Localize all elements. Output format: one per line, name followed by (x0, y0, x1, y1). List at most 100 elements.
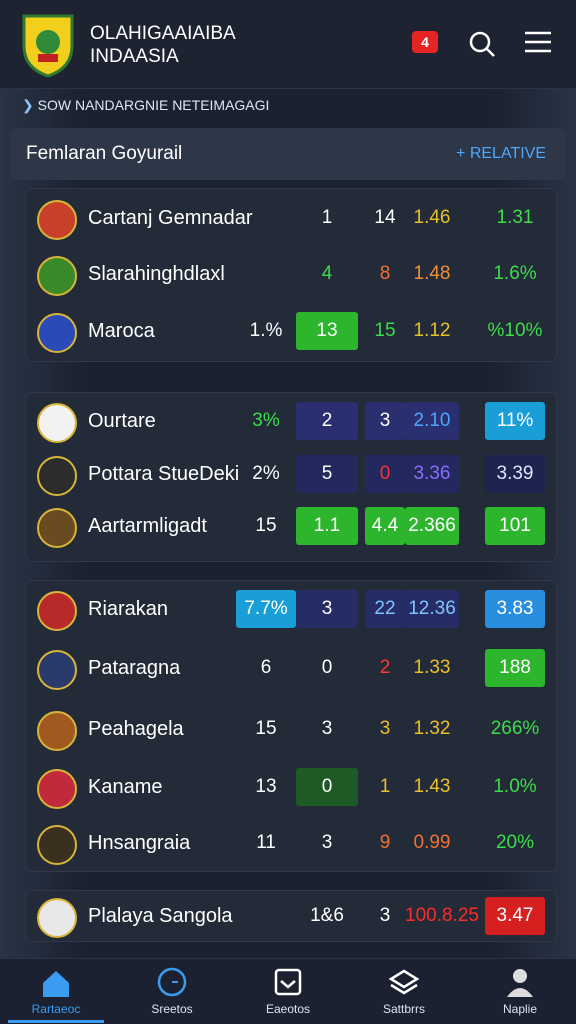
team-logo (37, 313, 77, 353)
stat-cell: 20% (495, 832, 535, 853)
table-group (25, 188, 557, 362)
team-name[interactable]: Maroca (88, 320, 155, 342)
stat-cell: 15 (255, 718, 277, 739)
team-logo (37, 403, 77, 443)
table-group (25, 580, 557, 872)
stat-cell: 8 (379, 263, 391, 284)
stat-cell: 1.0% (493, 776, 537, 797)
title-line: INDAASIA (90, 46, 179, 67)
stat-cell: 9 (379, 832, 391, 853)
team-name[interactable]: Plalaya Sangola (88, 905, 233, 927)
subheader-text: SOW NANDARGNIE NETEIMAGAGI (37, 97, 270, 113)
team-name[interactable]: Pottara StueDeki (88, 463, 240, 485)
team-logo (37, 200, 77, 240)
nav-icon[interactable] (155, 965, 189, 999)
stat-cell: 1&6 (310, 905, 344, 926)
team-name[interactable]: Riarakan (88, 598, 169, 620)
stat-cell: 3 (296, 590, 358, 628)
team-name[interactable]: Hnsangraia (88, 832, 191, 854)
stat-cell: 2% (252, 463, 280, 484)
team-logo (37, 456, 77, 496)
stat-cell: 1.46 (413, 207, 451, 228)
nav-icon[interactable] (387, 965, 421, 999)
stat-cell: 1.6% (493, 263, 537, 284)
team-logo (37, 650, 77, 690)
panel-title: Femlaran Goyurail (26, 143, 183, 164)
stat-cell: %10% (487, 320, 543, 341)
stat-cell: 14 (374, 207, 396, 228)
stat-cell: 266% (490, 718, 540, 739)
stat-cell: 2.10 (405, 402, 459, 440)
stat-cell: 1.31 (496, 207, 534, 228)
nav-label[interactable]: Sreetos (151, 1002, 193, 1016)
stat-cell: 15 (255, 515, 277, 536)
notification-badge[interactable]: 4 (412, 31, 438, 53)
app-title: OLAHIGAAIAIBA INDAASIA (90, 22, 236, 68)
menu-icon[interactable] (524, 30, 552, 56)
subheader: ❯ SOW NANDARGNIE NETEIMAGAGI (22, 97, 270, 113)
stat-cell: 7.7% (236, 590, 296, 628)
team-logo (37, 256, 77, 296)
team-name[interactable]: Peahagela (88, 718, 184, 740)
stat-cell: 0 (296, 768, 358, 806)
stat-cell: 1.43 (413, 776, 451, 797)
nav-active-indicator (8, 1020, 104, 1023)
team-logo (37, 591, 77, 631)
stat-cell: 13 (296, 312, 358, 350)
stat-cell: 0.99 (413, 832, 451, 853)
team-name[interactable]: Kaname (88, 776, 163, 798)
stat-cell: 1.33 (413, 657, 451, 678)
stat-cell: 22 (365, 590, 405, 628)
nav-icon[interactable] (271, 965, 305, 999)
stat-cell: 4.4 (365, 507, 405, 545)
stat-cell: 5 (296, 455, 358, 493)
stat-cell: 2 (296, 402, 358, 440)
stat-cell: 6 (260, 657, 272, 678)
stat-cell: 3.83 (485, 590, 545, 628)
search-icon[interactable] (468, 30, 496, 58)
stat-cell: 1 (379, 776, 391, 797)
stat-cell: 1.% (249, 320, 283, 341)
stat-cell: 1.12 (413, 320, 451, 341)
team-logo (37, 769, 77, 809)
nav-icon[interactable] (503, 965, 537, 999)
stat-cell: 3.36 (405, 455, 459, 493)
stat-cell: 3.39 (485, 455, 545, 493)
stat-cell: 3 (321, 718, 333, 739)
table-group (25, 392, 557, 562)
nav-label[interactable]: Naplie (502, 1002, 538, 1016)
team-logo (37, 825, 77, 865)
stat-cell: 3 (379, 718, 391, 739)
team-name[interactable]: Aartarmligadt (88, 515, 207, 537)
stat-cell: 11 (256, 832, 276, 853)
stat-cell: 1.48 (413, 263, 451, 284)
stat-cell: 0 (365, 455, 405, 493)
team-name[interactable]: Ourtare (88, 410, 156, 432)
team-logo (37, 711, 77, 751)
nav-label[interactable]: Sattbrrs (382, 1002, 425, 1016)
team-name[interactable]: Pataragna (88, 657, 181, 679)
stat-cell: 11% (485, 402, 545, 440)
nav-label[interactable]: Eaeotos (265, 1002, 311, 1016)
header (0, 0, 576, 89)
stat-cell: 13 (255, 776, 277, 797)
team-name[interactable]: Slarahinghdlaxl (88, 263, 225, 285)
stat-cell: 1 (321, 207, 333, 228)
stat-cell: 3% (252, 410, 280, 431)
nav-label[interactable]: Rartaeoc (31, 1002, 81, 1016)
stat-cell: 1.1 (296, 507, 358, 545)
stat-cell: 2 (379, 657, 391, 678)
relative-toggle[interactable]: + RELATIVE (456, 145, 546, 162)
panel-header: Femlaran Goyurail + RELATIVE (10, 128, 566, 180)
stat-cell: 4 (321, 263, 333, 284)
nav-icon[interactable] (39, 965, 73, 999)
team-logo (37, 508, 77, 548)
stat-cell: 3 (379, 905, 391, 926)
table-group (25, 890, 557, 942)
stat-cell: 3 (321, 832, 333, 853)
stat-cell: 0 (321, 657, 333, 678)
stat-cell: 15 (374, 320, 396, 341)
team-name[interactable]: Cartanj Gemnadar (88, 207, 253, 229)
stat-cell: 188 (485, 649, 545, 687)
